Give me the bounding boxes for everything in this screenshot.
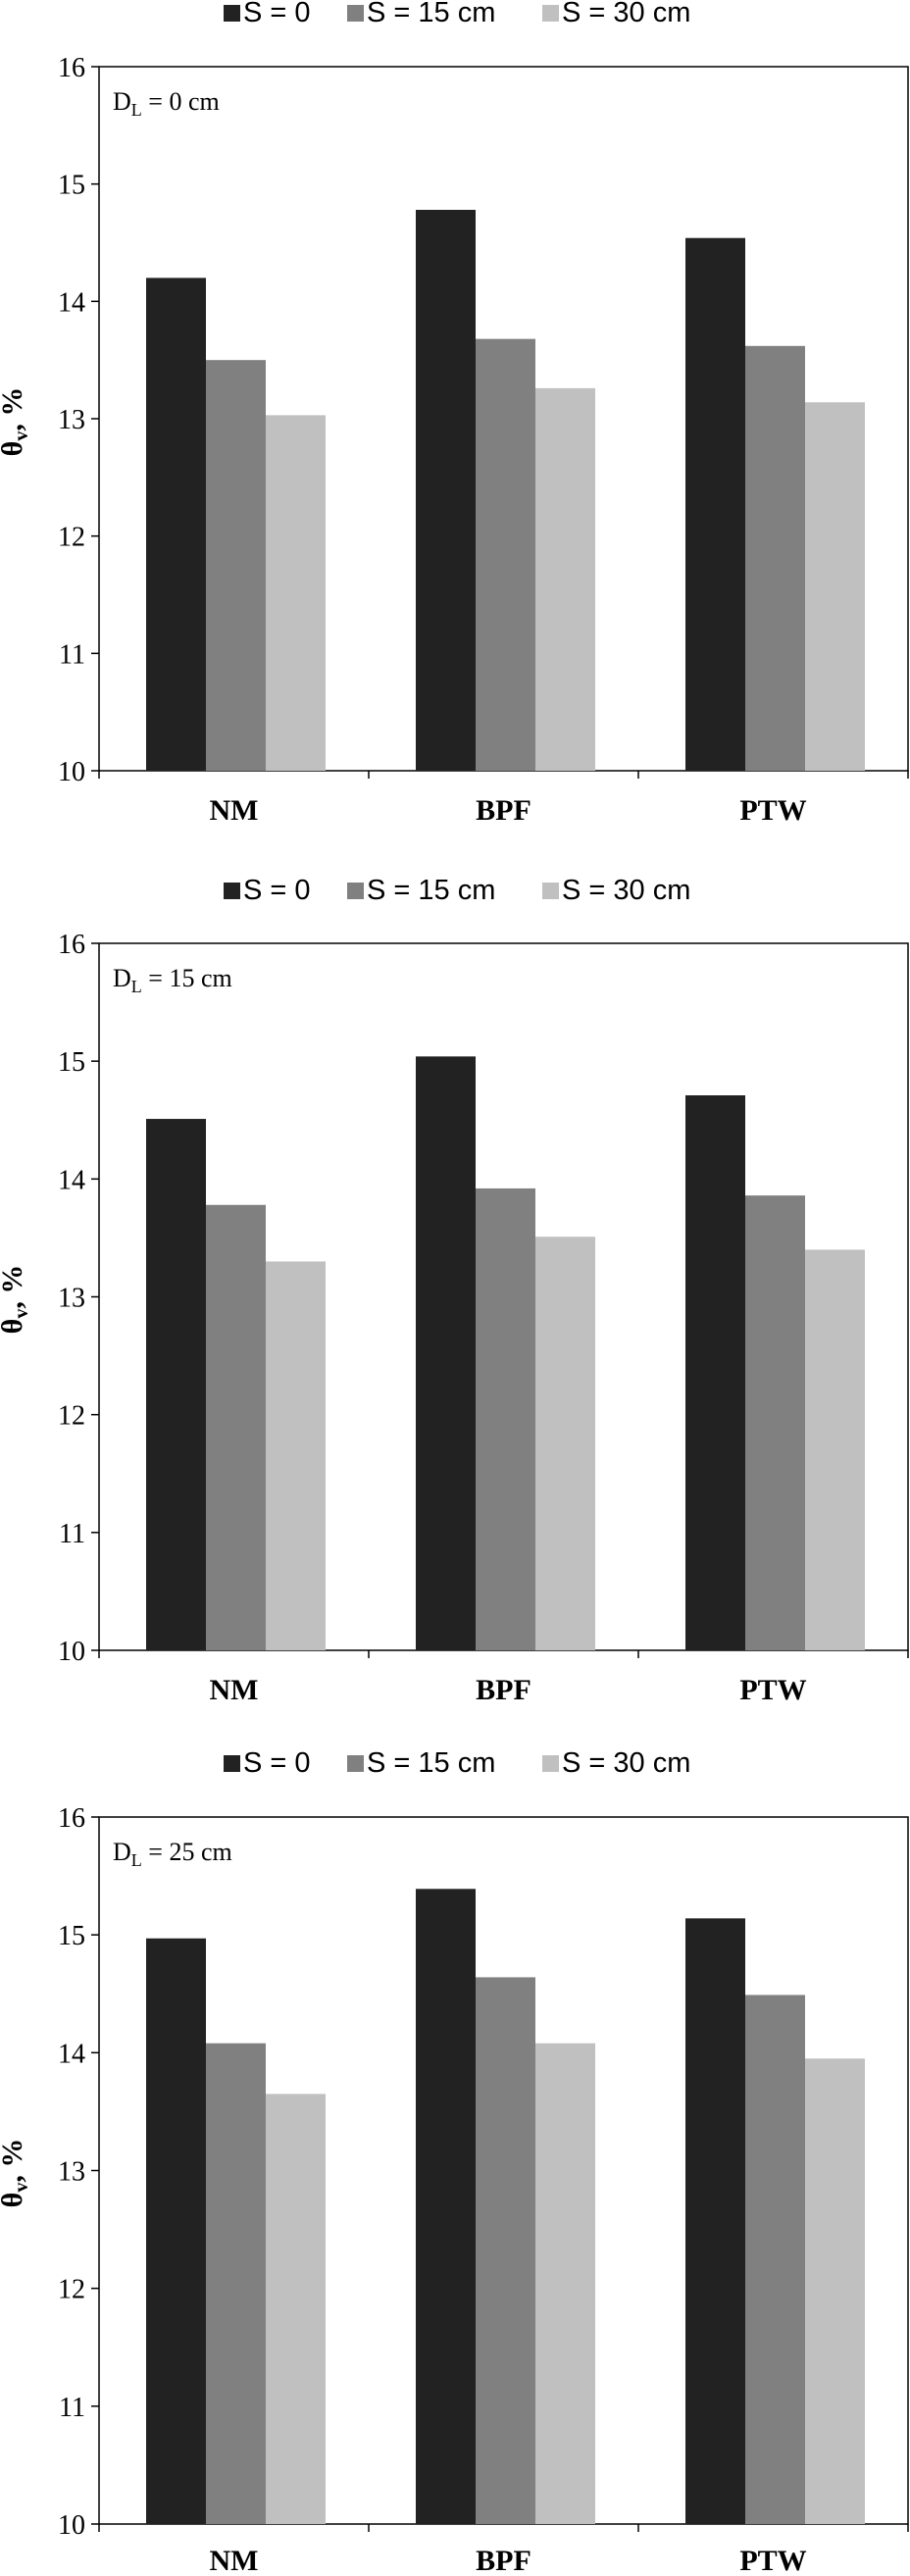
bar-bpf-series-1 <box>416 1889 476 2524</box>
panel-annotation: DL = 25 cm <box>113 1838 232 1870</box>
x-category-label: BPF <box>476 1674 531 1706</box>
y-tick-label: 13 <box>58 405 85 435</box>
x-category-label: BPF <box>476 794 531 827</box>
y-tick-label: 10 <box>58 1637 85 1667</box>
bar-ptw-series-2 <box>745 1995 805 2524</box>
legend-label-3: S = 30 cm <box>562 0 690 28</box>
y-tick-label: 10 <box>58 2510 85 2541</box>
panel-annotation: DL = 0 cm <box>113 87 220 120</box>
legend-swatch-3 <box>542 5 559 22</box>
y-tick-label: 16 <box>58 53 85 83</box>
bar-ptw-series-1 <box>685 1918 745 2524</box>
chart-panel-1: S = 0 S = 15 cm S = 30 cm 10 11 12 13 14 15 16 NM B… <box>0 0 909 827</box>
bar-nm-series-3 <box>266 2094 326 2524</box>
bar-bpf-series-3 <box>535 1237 595 1650</box>
bar-ptw-series-3 <box>805 402 865 771</box>
legend-swatch-2 <box>347 883 364 899</box>
bar-ptw-series-3 <box>805 1249 865 1650</box>
y-tick-label: 14 <box>58 2039 85 2069</box>
bar-bpf-series-2 <box>476 1187 535 1650</box>
y-tick-label: 16 <box>58 1803 85 1834</box>
bar-ptw-series-1 <box>685 1095 745 1650</box>
y-tick-label: 15 <box>58 171 85 201</box>
chart-panel-2: S = 0 S = 15 cm S = 30 cm 10 11 12 13 14 15 16 NM B… <box>0 875 909 1706</box>
x-category-label: BPF <box>476 2545 531 2576</box>
y-tick-label: 16 <box>58 930 85 960</box>
chart-panel-3: S = 0 S = 15 cm S = 30 cm 10 11 12 13 14 15 16 NM B… <box>0 1747 909 2576</box>
y-tick-label: 15 <box>58 1047 85 1078</box>
legend-swatch-3 <box>542 1755 559 1772</box>
bar-nm-series-3 <box>266 1261 326 1650</box>
legend-label-1: S = 0 <box>243 875 311 906</box>
bar-nm-series-3 <box>266 415 326 771</box>
legend-label-1: S = 0 <box>243 1747 311 1779</box>
x-category-label: PTW <box>739 2545 806 2576</box>
legend-label-2: S = 15 cm <box>367 0 495 28</box>
y-tick-label: 14 <box>58 1165 85 1195</box>
bar-bpf-series-2 <box>476 1977 535 2524</box>
bar-bpf-series-3 <box>535 387 595 771</box>
bar-ptw-series-1 <box>685 237 745 772</box>
legend-swatch-1 <box>224 1755 240 1772</box>
bar-nm-series-1 <box>146 1119 206 1650</box>
y-tick-label: 13 <box>58 2157 85 2188</box>
y-tick-label: 12 <box>58 523 85 553</box>
bar-nm-series-2 <box>206 1204 266 1650</box>
y-tick-label: 14 <box>58 287 85 318</box>
legend-label-2: S = 15 cm <box>367 1747 495 1779</box>
legend-swatch-1 <box>224 5 240 22</box>
bar-ptw-series-2 <box>745 1195 805 1650</box>
bar-bpf-series-2 <box>476 338 535 771</box>
y-axis-label: θv, % <box>0 2139 32 2208</box>
y-tick-label: 13 <box>58 1284 85 1314</box>
bar-ptw-series-3 <box>805 2058 865 2524</box>
y-tick-label: 11 <box>59 1519 85 1549</box>
x-category-label: NM <box>210 1674 259 1706</box>
bar-ptw-series-2 <box>745 345 805 771</box>
legend-swatch-2 <box>347 5 364 22</box>
bar-bpf-series-1 <box>416 1056 476 1650</box>
legend-swatch-1 <box>224 883 240 899</box>
legend-label-1: S = 0 <box>243 0 311 28</box>
panel-annotation: DL = 15 cm <box>113 964 232 996</box>
legend-label-3: S = 30 cm <box>562 1747 690 1779</box>
bar-nm-series-2 <box>206 360 266 771</box>
y-tick-label: 11 <box>59 2393 85 2423</box>
legend-label-2: S = 15 cm <box>367 875 495 906</box>
bar-nm-series-1 <box>146 278 206 771</box>
bar-nm-series-2 <box>206 2043 266 2524</box>
y-axis-label: θv, % <box>0 1265 32 1335</box>
y-axis-label: θv, % <box>0 387 32 457</box>
legend-label-3: S = 30 cm <box>562 875 690 906</box>
x-category-label: PTW <box>739 1674 806 1706</box>
bar-bpf-series-1 <box>416 209 476 771</box>
y-tick-label: 12 <box>58 2275 85 2305</box>
y-tick-label: 12 <box>58 1401 85 1432</box>
legend-swatch-2 <box>347 1755 364 1772</box>
x-category-label: NM <box>210 794 259 827</box>
x-category-label: PTW <box>739 794 806 827</box>
bar-nm-series-1 <box>146 1938 206 2524</box>
x-category-label: NM <box>210 2545 259 2576</box>
y-tick-label: 15 <box>58 1921 85 1951</box>
y-tick-label: 10 <box>58 757 85 787</box>
y-tick-label: 11 <box>59 639 85 670</box>
bar-bpf-series-3 <box>535 2043 595 2524</box>
legend-swatch-3 <box>542 883 559 899</box>
